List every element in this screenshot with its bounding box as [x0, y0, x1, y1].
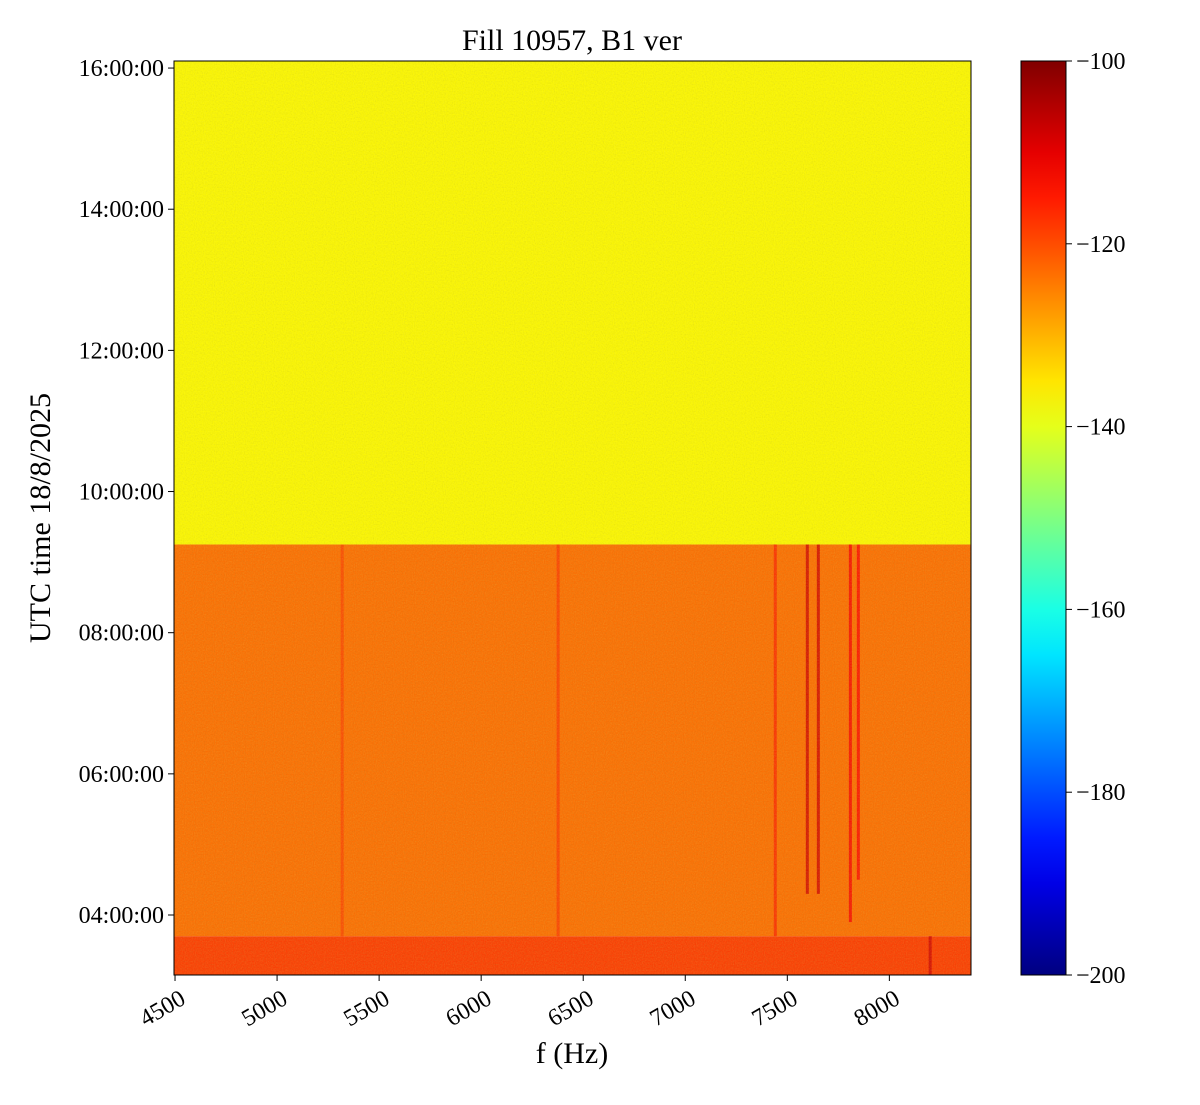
x-tick-label: 5000 — [237, 986, 292, 1033]
chart-title: Fill 10957, B1 ver — [462, 24, 682, 57]
colorbar — [1020, 60, 1067, 976]
y-tick-label: 10:00:00 — [79, 480, 164, 506]
colorbar-tick-label: −140 — [1076, 415, 1126, 441]
x-axis-label: f (Hz) — [536, 1037, 608, 1070]
colorbar-tick-label: −160 — [1076, 597, 1126, 623]
x-tick-label: 7500 — [748, 986, 803, 1033]
y-tick-label: 04:00:00 — [79, 903, 164, 929]
y-tick-label: 06:00:00 — [79, 762, 164, 788]
colorbar-tick-label: −180 — [1076, 780, 1126, 806]
plot-frame — [173, 60, 972, 976]
x-tick-label: 8000 — [850, 986, 905, 1033]
x-tick-label: 4500 — [135, 986, 190, 1033]
y-axis-label: UTC time 18/8/2025 — [24, 393, 57, 643]
colorbar-tick-label: −100 — [1076, 49, 1126, 75]
x-tick-label: 5500 — [340, 986, 395, 1033]
x-tick-label: 6500 — [544, 986, 599, 1033]
colorbar-tick-label: −120 — [1076, 232, 1126, 258]
y-tick-label: 12:00:00 — [79, 338, 164, 364]
x-tick-label: 7000 — [646, 986, 701, 1033]
y-tick-label: 16:00:00 — [79, 56, 164, 82]
y-tick-label: 08:00:00 — [79, 621, 164, 647]
plot-area — [174, 61, 971, 975]
x-tick-label: 6000 — [442, 986, 497, 1033]
colorbar-tick-label: −200 — [1076, 963, 1126, 989]
noise-texture — [174, 61, 971, 975]
y-tick-label: 14:00:00 — [79, 197, 164, 223]
